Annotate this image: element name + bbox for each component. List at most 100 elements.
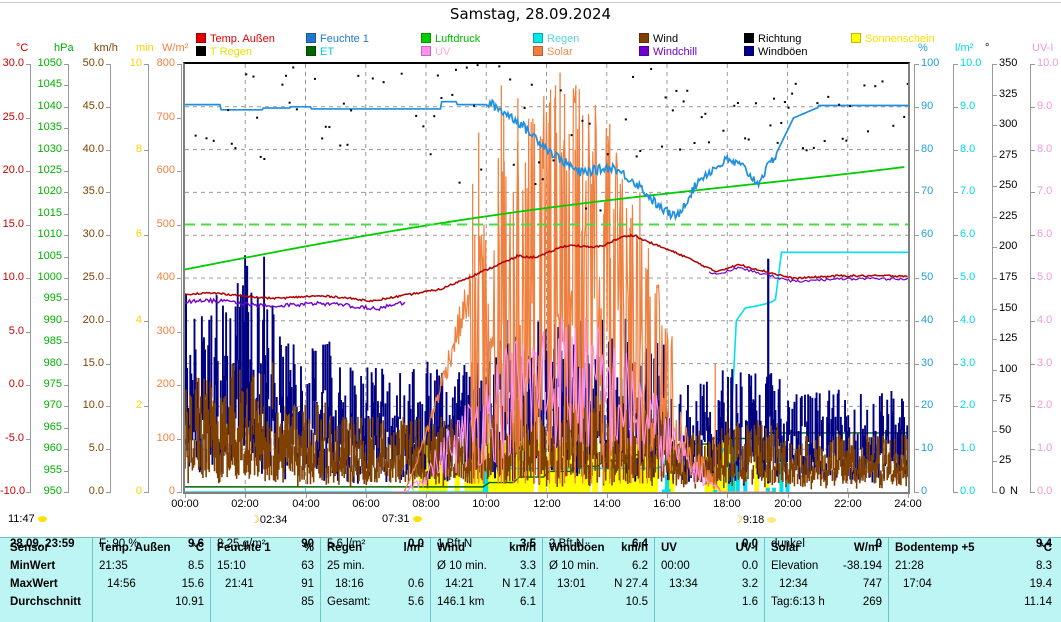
left-tick-mark-kmh [106, 278, 111, 279]
left-tick-mark-hpa [64, 235, 69, 236]
left-tick-label-hpa: 1010 [37, 228, 62, 240]
stats-row-label: MaxWert [10, 578, 58, 590]
stats-header-uv: UV [661, 542, 677, 554]
left-tick-mark-kmh [106, 364, 111, 365]
sunset-dot-icon [767, 517, 777, 523]
left-tick-mark-hpa [64, 192, 69, 193]
right-tick-mark-lm [953, 64, 958, 65]
left-tick-label-wm: 200 [156, 378, 175, 390]
right-tick-label-lm: 4.0 [960, 314, 976, 326]
left-tick-mark-hpa [64, 406, 69, 407]
right-tick-mark-r0 [914, 107, 919, 108]
left-tick-label-c: -5.0 [5, 432, 24, 444]
right-tick-label-r2: 275 [999, 149, 1018, 161]
right-tick-label-r2: 225 [999, 210, 1018, 222]
legend-swatch-feuchte-1 [306, 33, 316, 43]
right-tick-label-uvi: 10.0 [1037, 57, 1059, 69]
right-tick-mark-lm [953, 449, 958, 450]
right-tick-label-r2: 125 [999, 332, 1018, 344]
right-tick-label-uvi: 2.0 [1037, 399, 1053, 411]
right-tick-mark-r0 [914, 406, 919, 407]
legend-label-wind: Wind [653, 33, 679, 45]
legend-label-uv: UV [435, 46, 451, 58]
right-tick-label-r0: 30 [921, 357, 934, 369]
x-axis-tick-label: 24:00 [894, 498, 922, 510]
stats-cell-label: 21:41 [225, 578, 254, 590]
legend-item-wind: Wind [639, 33, 757, 46]
stats-cell-value: 269 [862, 596, 882, 608]
stats-cell-value: -38.194 [842, 560, 882, 572]
right-tick-mark-r2 [992, 309, 997, 310]
stats-column-feuchte-1: Feuchte 1% 15:10 63 21:41 91 85 8.25 g/m² 90 [210, 538, 320, 622]
right-tick-mark-lm [953, 235, 958, 236]
right-tick-mark-r2 [992, 431, 997, 432]
stats-column-bodentemp: Bodentemp +5 °C 21:28 8.3 17:04 19.4 11.14 9.4 [888, 538, 1058, 622]
legend-swatch-et [306, 46, 316, 56]
left-tick-label-c: 30.0 [2, 57, 24, 69]
x-axis-tick-label: 06:00 [352, 498, 380, 510]
x-axis-tick-mark [607, 494, 608, 498]
left-tick-label-wm: 400 [156, 271, 175, 283]
right-tick-mark-r0 [914, 192, 919, 193]
left-tick-label-c: 5.0 [8, 325, 24, 337]
left-tick-mark-hpa [64, 492, 69, 493]
left-tick-label-hpa: 1015 [37, 207, 62, 219]
stats-column-temp-aussen: Temp. Außen °C 21:35 8.5 14:56 15.6 10.91 F: 90… [92, 538, 210, 622]
left-tick-mark-wm [177, 64, 182, 65]
legend-item-luftdruck: Luftdruck [421, 33, 539, 46]
right-tick-mark-lm [953, 150, 958, 151]
left-tick-label-kmh: 45.0 [82, 100, 104, 112]
left-tick-label-hpa: 1020 [37, 185, 62, 197]
left-tick-label-c: 0.0 [8, 378, 24, 390]
stats-cell-label: dunkel [771, 538, 805, 550]
right-tick-label-lm: 8.0 [960, 143, 976, 155]
daylight-icon [37, 516, 47, 522]
right-tick-label-r0: 90 [921, 100, 934, 112]
stats-cell-value: 0.0 [742, 560, 758, 572]
left-tick-label-c: 20.0 [2, 164, 24, 176]
right-tick-label-lm: 6.0 [960, 228, 976, 240]
x-axis-tick-mark [788, 494, 789, 498]
stats-cell-label: 13:34 [669, 578, 698, 590]
sunrise-annotation: 07:31 [382, 513, 422, 525]
left-tick-mark-c [26, 332, 31, 333]
stats-cell-value: 3.3 [520, 560, 536, 572]
right-tick-label-r2: 0 [999, 485, 1006, 497]
left-tick-mark-hpa [64, 107, 69, 108]
left-tick-mark-min [144, 406, 149, 407]
stats-unit-solar: W/m² [853, 542, 882, 554]
right-tick-mark-r0 [914, 235, 919, 236]
stats-row-label: MinWert [10, 560, 56, 572]
x-axis-tick-label: 04:00 [292, 498, 320, 510]
left-tick-label-kmh: 50.0 [82, 57, 104, 69]
left-tick-label-hpa: 970 [43, 399, 62, 411]
stats-cell-value: 90 [301, 538, 314, 550]
stats-column-solar: Solar W/m² Elevation -38.194 12:34 747 Tag:6:1… [764, 538, 888, 622]
x-axis-tick-label: 00:00 [171, 498, 199, 510]
right-tick-label-lm: 2.0 [960, 399, 976, 411]
right-axis-title-lm: l/m² [955, 42, 974, 54]
legend-swatch-regen [533, 33, 543, 43]
legend-swatch-richtung [744, 33, 754, 43]
right-tick-mark-lm [953, 278, 958, 279]
left-tick-mark-hpa [64, 385, 69, 386]
legend-label-temp-aussen: Temp. Außen [210, 33, 275, 45]
stats-cell-label: 2 Bft N [549, 538, 585, 550]
right-tick-mark-r0 [914, 449, 919, 450]
stats-cell-value: 19.4 [1029, 578, 1052, 590]
stats-cell-value: 91 [301, 578, 314, 590]
right-tick-label-lm: 5.0 [960, 271, 976, 283]
weather-plot-area[interactable] [183, 62, 910, 494]
left-tick-label-min: 0 [135, 485, 142, 497]
left-tick-mark-hpa [64, 64, 69, 65]
left-tick-label-hpa: 950 [43, 485, 62, 497]
left-tick-label-hpa: 995 [43, 292, 62, 304]
x-axis-tick-mark [306, 494, 307, 498]
stats-cell-label: 14:21 [445, 578, 474, 590]
left-tick-label-hpa: 1045 [37, 78, 62, 90]
legend-label-richtung: Richtung [758, 33, 802, 45]
right-tick-mark-lm [953, 364, 958, 365]
right-tick-mark-r2 [992, 64, 997, 65]
x-axis-tick-label: 14:00 [593, 498, 621, 510]
stats-cell-value: 63 [301, 560, 314, 572]
